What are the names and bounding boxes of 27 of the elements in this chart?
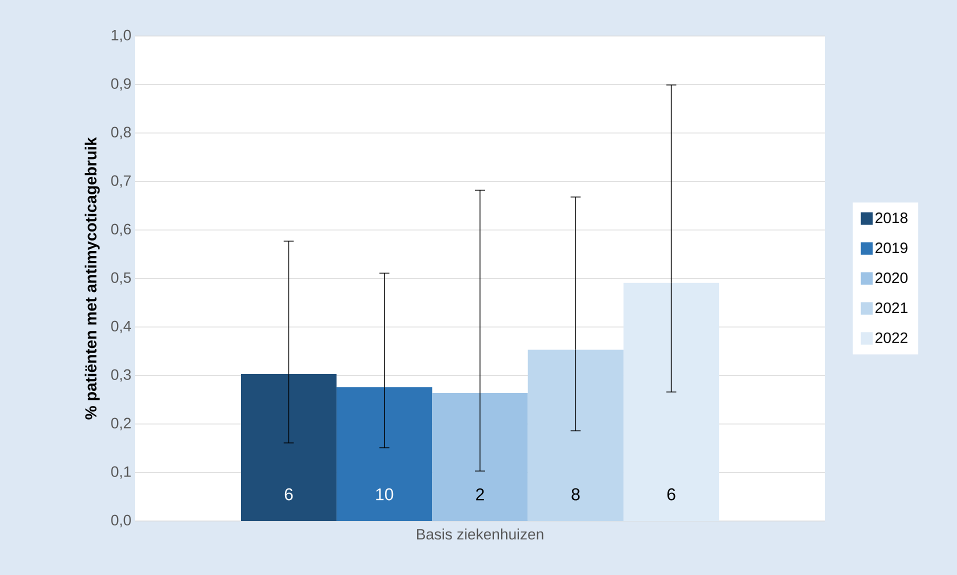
y-tick-label: 0,7 [111, 175, 131, 188]
annotation: 10 [376, 488, 394, 500]
annotation: 6 [284, 488, 293, 500]
y-tick-label: 0,0 [111, 514, 131, 528]
y-tick-label: 0,1 [111, 466, 131, 479]
y-tick-label: 0,3 [111, 369, 131, 382]
y-tick-label: 0,4 [111, 320, 132, 334]
legend-label: 2022 [876, 332, 908, 344]
y-tick-label: 0,6 [111, 224, 131, 236]
annotation: 8 [572, 488, 580, 500]
bar [528, 350, 624, 521]
legend-label: 2018 [876, 212, 908, 224]
bar [240, 374, 337, 521]
y-tick-label: 1,0 [112, 30, 131, 42]
bar [336, 387, 432, 521]
y-tick-label: 0,2 [111, 418, 131, 430]
bar [623, 282, 720, 521]
annotation: 2 [476, 488, 484, 500]
x-tick-label: Basis ziekenhuizen [417, 528, 544, 540]
legend-label: 2019 [876, 242, 908, 254]
y-axis-title: % patiënten met antimycoticagebruik [84, 137, 100, 420]
y-tick-label: 0,8 [111, 126, 131, 140]
legend-label: 2021 [876, 302, 908, 314]
annotation: 6 [667, 488, 676, 500]
y-tick-label: 0,9 [111, 78, 131, 91]
y-tick-label: 0,5 [111, 272, 131, 285]
legend-label: 2020 [876, 272, 908, 284]
